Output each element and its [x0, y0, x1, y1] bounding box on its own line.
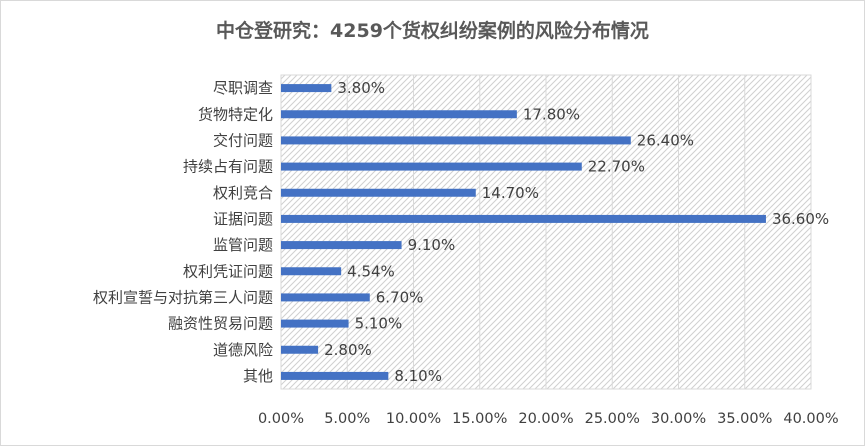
category-label: 货物特定化 — [198, 105, 273, 123]
bar — [281, 319, 349, 328]
bar — [281, 84, 332, 93]
category-label: 权利凭证问题 — [183, 262, 273, 280]
x-tick-label: 40.00% — [783, 411, 838, 427]
bar — [281, 110, 517, 119]
category-label: 其他 — [243, 367, 273, 385]
category-label: 权利竞合 — [213, 184, 273, 202]
bars — [281, 84, 766, 380]
bar — [281, 345, 319, 354]
category-label: 证据问题 — [213, 210, 273, 228]
bar — [281, 188, 476, 197]
chart-title: 中仓登研究：4259个货权纠纷案例的风险分布情况 — [216, 20, 649, 42]
x-tick-label: 10.00% — [386, 411, 441, 427]
data-label: 26.40% — [637, 131, 694, 149]
data-label: 8.10% — [394, 367, 442, 385]
bar — [281, 293, 370, 302]
x-tick-label: 25.00% — [585, 411, 640, 427]
data-label: 17.80% — [523, 105, 580, 123]
data-labels: 3.80% 17.80% 26.40% 22.70% 14.70% 36.60% 9.10%… — [324, 79, 829, 385]
data-label: 22.70% — [588, 158, 645, 176]
data-label: 14.70% — [482, 184, 539, 202]
gridlines — [280, 75, 812, 389]
bar — [281, 267, 342, 276]
data-label: 9.10% — [408, 236, 456, 254]
data-label: 2.80% — [324, 341, 372, 359]
data-label: 5.10% — [355, 315, 403, 333]
category-labels: 尽职调查货物特定化交付问题持续占有问题权利竞合证据问题监管问题权利凭证问题权利宣… — [93, 79, 273, 385]
x-tick-label: 35.00% — [717, 411, 772, 427]
category-label: 尽职调查 — [213, 79, 273, 97]
x-axis-ticks: 0.00% 5.00% 10.00% 15.00% 20.00% 25.00% 30.00%… — [258, 411, 839, 427]
data-label: 36.60% — [772, 210, 829, 228]
x-tick-label: 5.00% — [324, 411, 370, 427]
category-label: 交付问题 — [213, 131, 273, 149]
bar — [281, 241, 402, 250]
category-label: 融资性贸易问题 — [168, 315, 273, 333]
bar — [281, 371, 389, 380]
category-label: 持续占有问题 — [183, 158, 273, 176]
x-tick-label: 0.00% — [258, 411, 304, 427]
data-label: 3.80% — [337, 79, 385, 97]
x-tick-label: 15.00% — [452, 411, 507, 427]
x-tick-label: 30.00% — [651, 411, 706, 427]
category-label: 监管问题 — [213, 236, 273, 254]
data-label: 6.70% — [376, 288, 424, 306]
data-label: 4.54% — [347, 262, 395, 280]
category-label: 道德风险 — [213, 341, 273, 359]
bar — [281, 162, 582, 171]
x-tick-label: 20.00% — [518, 411, 573, 427]
bar — [281, 214, 766, 223]
bar — [281, 136, 631, 145]
category-label: 权利宣誓与对抗第三人问题 — [93, 288, 273, 306]
